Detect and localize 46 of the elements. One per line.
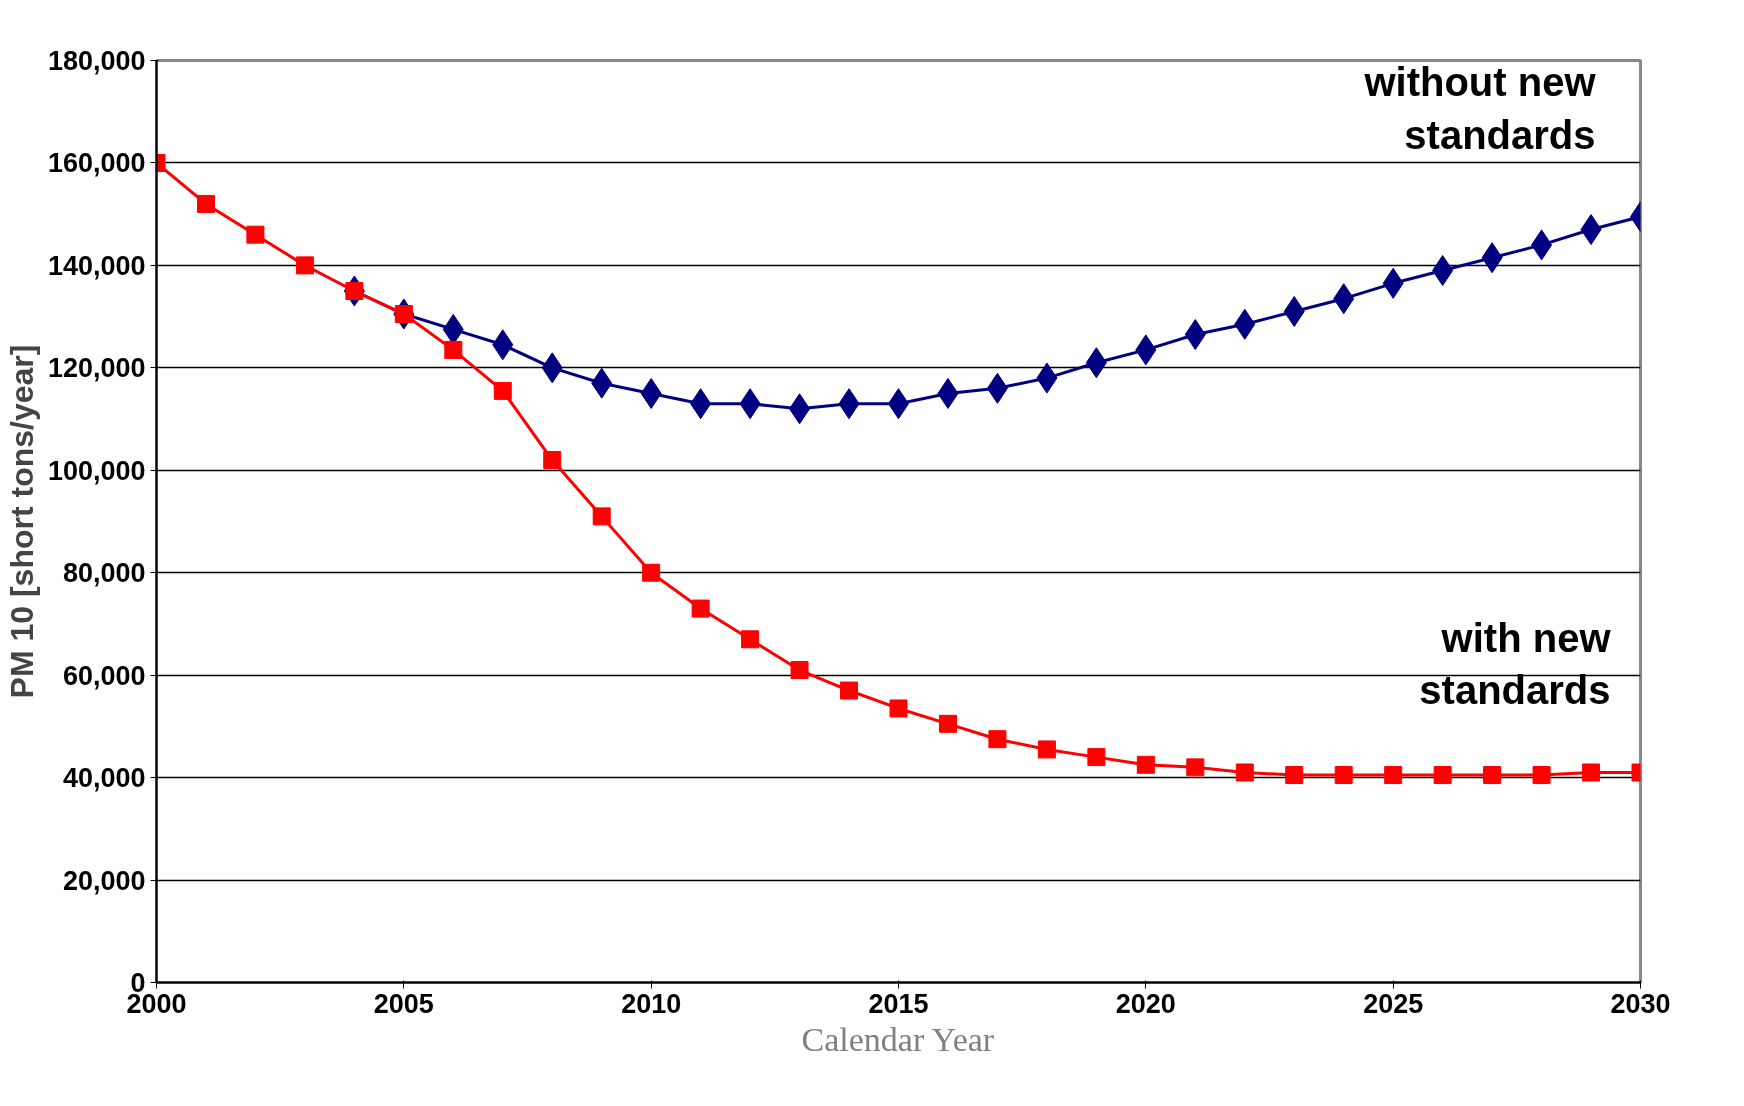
x-tick-label: 2030 [1610, 988, 1671, 1019]
point [642, 563, 661, 582]
point [988, 730, 1007, 749]
point [1235, 763, 1254, 782]
series-label: without new standards [1363, 59, 1597, 157]
y-tick-label: 20,000 [62, 865, 146, 896]
y-axis-title: PM 10 [short tons/year] [3, 344, 40, 699]
point [1087, 748, 1106, 767]
y-tick-label: 60,000 [62, 660, 146, 691]
point [246, 225, 265, 244]
point [840, 681, 859, 700]
x-axis-title: Calendar Year [801, 1020, 995, 1058]
y-tick-label: 120,000 [47, 353, 146, 384]
y-tick-label: 160,000 [47, 148, 146, 179]
point [493, 381, 512, 400]
point [1582, 763, 1601, 782]
point [1433, 766, 1452, 785]
y-tick-label: 80,000 [62, 558, 146, 589]
point [295, 256, 314, 275]
point [444, 340, 463, 359]
y-tick-label: 40,000 [62, 763, 146, 794]
point [1532, 766, 1551, 785]
x-tick-label: 2005 [373, 988, 434, 1019]
point [1384, 766, 1403, 785]
point [889, 699, 908, 718]
point [1186, 758, 1205, 777]
point [1483, 766, 1502, 785]
point [1334, 766, 1353, 785]
point [691, 599, 710, 618]
point [543, 451, 562, 470]
x-tick-label: 2025 [1363, 988, 1424, 1019]
point [592, 507, 611, 526]
point [196, 194, 215, 213]
point [741, 630, 760, 649]
point [938, 714, 957, 733]
series-label: with new standards [1419, 615, 1612, 713]
y-tick-label: 180,000 [47, 46, 146, 76]
y-tick-label: 140,000 [47, 250, 146, 281]
point [1285, 766, 1304, 785]
x-tick-label: 2015 [868, 988, 929, 1019]
point [790, 661, 809, 680]
point [1136, 755, 1155, 774]
x-tick-label: 2020 [1115, 988, 1176, 1019]
y-tick-label: 100,000 [47, 455, 146, 486]
point [1037, 740, 1056, 759]
x-tick-label: 2010 [621, 988, 682, 1019]
